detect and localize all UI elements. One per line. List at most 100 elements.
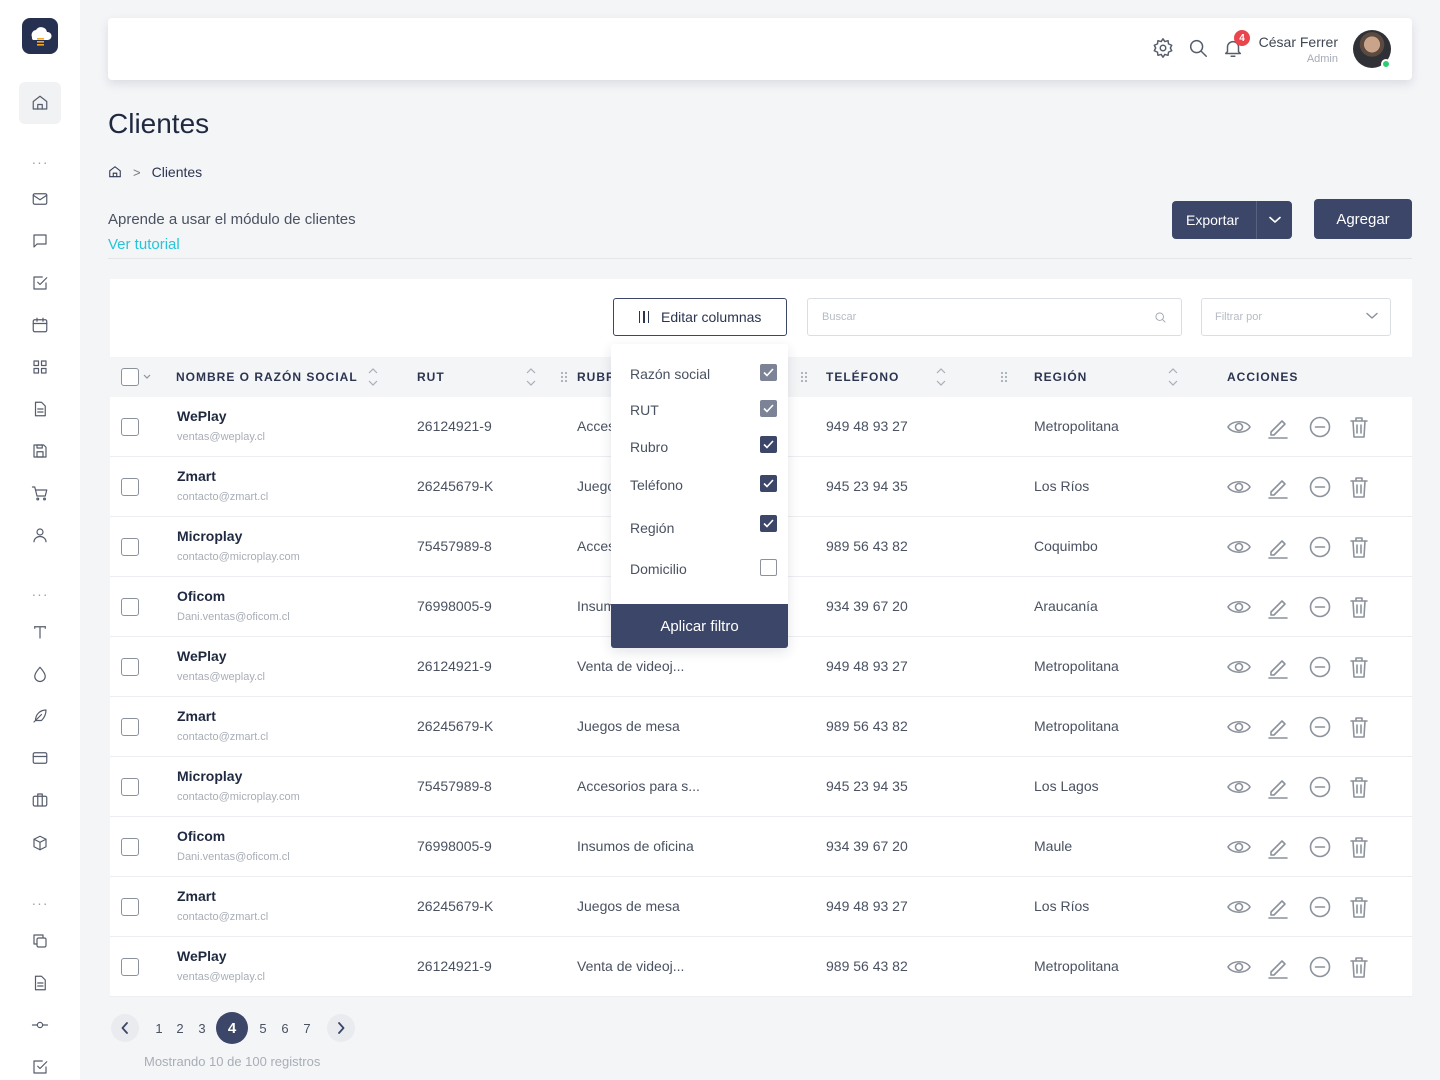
view-button[interactable] (1226, 714, 1252, 740)
export-dropdown-toggle[interactable] (1256, 201, 1292, 239)
page-5-button[interactable]: 5 (259, 1020, 267, 1036)
search-button[interactable] (1187, 37, 1209, 59)
view-button[interactable] (1226, 654, 1252, 680)
delete-button[interactable] (1346, 474, 1372, 500)
column-option-rubro[interactable]: Rubro (630, 439, 669, 455)
deactivate-button[interactable] (1307, 534, 1333, 560)
settings-button[interactable] (1152, 37, 1174, 59)
add-client-button[interactable]: Agregar (1314, 199, 1412, 239)
client-name[interactable]: Oficom (177, 588, 226, 604)
page-1-button[interactable]: 1 (155, 1020, 163, 1036)
column-checkbox-domicilio[interactable] (760, 559, 777, 576)
apply-filter-button[interactable]: Aplicar filtro (611, 604, 788, 648)
client-name[interactable]: WePlay (177, 948, 227, 964)
edit-button[interactable] (1265, 714, 1291, 740)
deactivate-button[interactable] (1307, 894, 1333, 920)
column-option-razon-social[interactable]: Razón social (630, 366, 711, 382)
client-name[interactable]: WePlay (177, 648, 227, 664)
column-option-domicilio[interactable]: Domicilio (630, 561, 687, 577)
home-icon[interactable] (108, 165, 122, 179)
prev-page-button[interactable] (111, 1014, 139, 1042)
delete-button[interactable] (1346, 954, 1372, 980)
column-checkbox-region[interactable] (760, 515, 777, 532)
column-checkbox-rut[interactable] (760, 400, 777, 417)
page-7-button[interactable]: 7 (303, 1020, 311, 1036)
view-button[interactable] (1226, 834, 1252, 860)
edit-button[interactable] (1265, 474, 1291, 500)
sort-icon[interactable] (368, 366, 378, 388)
sidebar-item-home[interactable] (19, 82, 61, 124)
row-checkbox[interactable] (121, 718, 139, 736)
deactivate-button[interactable] (1307, 954, 1333, 980)
column-option-region[interactable]: Región (630, 520, 675, 536)
sidebar-item-briefcase[interactable] (19, 779, 61, 821)
client-name[interactable]: Oficom (177, 828, 226, 844)
row-checkbox[interactable] (121, 538, 139, 556)
view-button[interactable] (1226, 594, 1252, 620)
select-all-checkbox[interactable] (121, 368, 139, 386)
row-checkbox[interactable] (121, 598, 139, 616)
view-button[interactable] (1226, 894, 1252, 920)
sidebar-item-feather[interactable] (19, 695, 61, 737)
row-checkbox[interactable] (121, 898, 139, 916)
sidebar-item-colors[interactable] (19, 653, 61, 695)
column-checkbox-telefono[interactable] (760, 475, 777, 492)
delete-button[interactable] (1346, 414, 1372, 440)
sidebar-item-document[interactable] (19, 388, 61, 430)
view-button[interactable] (1226, 534, 1252, 560)
edit-button[interactable] (1265, 534, 1291, 560)
drag-handle-icon[interactable] (800, 371, 808, 383)
delete-button[interactable] (1346, 654, 1372, 680)
delete-button[interactable] (1346, 834, 1372, 860)
page-2-button[interactable]: 2 (176, 1020, 184, 1036)
column-checkbox-rubro[interactable] (760, 436, 777, 453)
view-button[interactable] (1226, 474, 1252, 500)
edit-columns-button[interactable]: Editar columnas (613, 298, 787, 336)
deactivate-button[interactable] (1307, 654, 1333, 680)
edit-button[interactable] (1265, 774, 1291, 800)
sidebar-item-mail[interactable] (19, 178, 61, 220)
column-option-rut[interactable]: RUT (630, 402, 659, 418)
view-button[interactable] (1226, 954, 1252, 980)
client-name[interactable]: WePlay (177, 408, 227, 424)
edit-button[interactable] (1265, 654, 1291, 680)
sort-icon[interactable] (526, 366, 536, 388)
client-name[interactable]: Microplay (177, 768, 243, 784)
sidebar-item-cart[interactable] (19, 472, 61, 514)
edit-button[interactable] (1265, 954, 1291, 980)
page-6-button[interactable]: 6 (281, 1020, 289, 1036)
row-checkbox[interactable] (121, 478, 139, 496)
row-checkbox[interactable] (121, 778, 139, 796)
deactivate-button[interactable] (1307, 834, 1333, 860)
sidebar-item-typography[interactable] (19, 611, 61, 653)
client-name[interactable]: Microplay (177, 528, 243, 544)
sidebar-item-checkbox[interactable] (19, 1046, 61, 1080)
delete-button[interactable] (1346, 594, 1372, 620)
sidebar-item-commit[interactable] (19, 1004, 61, 1046)
edit-button[interactable] (1265, 894, 1291, 920)
view-button[interactable] (1226, 774, 1252, 800)
sidebar-item-file[interactable] (19, 962, 61, 1004)
edit-button[interactable] (1265, 834, 1291, 860)
delete-button[interactable] (1346, 894, 1372, 920)
deactivate-button[interactable] (1307, 774, 1333, 800)
deactivate-button[interactable] (1307, 714, 1333, 740)
sidebar-item-grid[interactable] (19, 346, 61, 388)
sidebar-item-tasks[interactable] (19, 262, 61, 304)
delete-button[interactable] (1346, 534, 1372, 560)
sidebar-item-user[interactable] (19, 514, 61, 556)
page-3-button[interactable]: 3 (198, 1020, 206, 1036)
sidebar-item-package[interactable] (19, 822, 61, 864)
drag-handle-icon[interactable] (1000, 371, 1008, 383)
sort-icon[interactable] (936, 366, 946, 388)
export-button[interactable]: Exportar (1172, 201, 1292, 239)
client-name[interactable]: Zmart (177, 888, 216, 904)
deactivate-button[interactable] (1307, 414, 1333, 440)
sidebar-item-chat[interactable] (19, 220, 61, 262)
sidebar-item-copy[interactable] (19, 920, 61, 962)
row-checkbox[interactable] (121, 838, 139, 856)
column-checkbox-razon-social[interactable] (760, 364, 777, 381)
client-name[interactable]: Zmart (177, 468, 216, 484)
row-checkbox[interactable] (121, 958, 139, 976)
delete-button[interactable] (1346, 774, 1372, 800)
